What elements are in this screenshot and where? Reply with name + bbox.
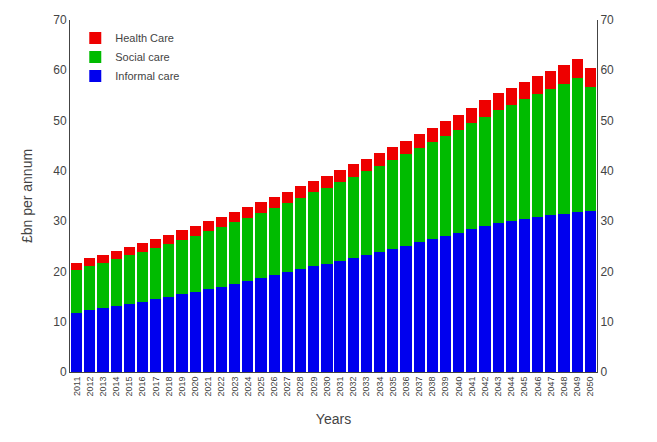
svg-text:2014: 2014 bbox=[111, 377, 121, 397]
svg-text:2048: 2048 bbox=[559, 377, 569, 397]
svg-text:2040: 2040 bbox=[454, 377, 464, 397]
svg-text:2025: 2025 bbox=[256, 377, 266, 397]
svg-text:2039: 2039 bbox=[440, 377, 450, 397]
svg-text:2045: 2045 bbox=[519, 377, 529, 397]
svg-text:2026: 2026 bbox=[269, 377, 279, 397]
svg-text:£bn per annum: £bn per annum bbox=[19, 149, 35, 243]
svg-text:2017: 2017 bbox=[151, 377, 161, 397]
svg-text:0: 0 bbox=[600, 365, 607, 379]
svg-text:2030: 2030 bbox=[322, 377, 332, 397]
svg-text:60: 60 bbox=[600, 63, 614, 77]
svg-text:2037: 2037 bbox=[414, 377, 424, 397]
svg-text:2046: 2046 bbox=[533, 377, 543, 397]
svg-text:2041: 2041 bbox=[467, 377, 477, 397]
svg-text:2049: 2049 bbox=[572, 377, 582, 397]
svg-text:2012: 2012 bbox=[85, 377, 95, 397]
svg-text:2013: 2013 bbox=[98, 377, 108, 397]
svg-text:60: 60 bbox=[53, 63, 67, 77]
svg-text:2029: 2029 bbox=[309, 377, 319, 397]
svg-text:10: 10 bbox=[600, 315, 614, 329]
svg-text:2050: 2050 bbox=[585, 377, 595, 397]
svg-text:2023: 2023 bbox=[230, 377, 240, 397]
svg-text:Years: Years bbox=[316, 411, 351, 427]
svg-text:2020: 2020 bbox=[190, 377, 200, 397]
svg-text:Social care: Social care bbox=[115, 51, 169, 63]
svg-text:2042: 2042 bbox=[480, 377, 490, 397]
svg-text:40: 40 bbox=[53, 164, 67, 178]
svg-text:2024: 2024 bbox=[243, 377, 253, 397]
svg-text:2019: 2019 bbox=[177, 377, 187, 397]
svg-text:30: 30 bbox=[600, 214, 614, 228]
svg-text:2035: 2035 bbox=[388, 377, 398, 397]
svg-text:Informal care: Informal care bbox=[115, 70, 179, 82]
svg-text:2015: 2015 bbox=[124, 377, 134, 397]
svg-text:70: 70 bbox=[600, 13, 614, 27]
svg-text:2044: 2044 bbox=[506, 377, 516, 397]
svg-text:2032: 2032 bbox=[348, 377, 358, 397]
svg-text:Health Care: Health Care bbox=[115, 32, 174, 44]
svg-text:0: 0 bbox=[60, 365, 67, 379]
svg-text:10: 10 bbox=[53, 315, 67, 329]
svg-text:2028: 2028 bbox=[295, 377, 305, 397]
svg-text:70: 70 bbox=[53, 13, 67, 27]
svg-text:20: 20 bbox=[53, 265, 67, 279]
svg-text:2022: 2022 bbox=[216, 377, 226, 397]
svg-text:2036: 2036 bbox=[401, 377, 411, 397]
svg-text:2027: 2027 bbox=[282, 377, 292, 397]
svg-text:20: 20 bbox=[600, 265, 614, 279]
svg-text:2047: 2047 bbox=[546, 377, 556, 397]
svg-text:2033: 2033 bbox=[361, 377, 371, 397]
svg-text:2021: 2021 bbox=[203, 377, 213, 397]
svg-text:50: 50 bbox=[53, 114, 67, 128]
svg-text:2043: 2043 bbox=[493, 377, 503, 397]
svg-text:2031: 2031 bbox=[335, 377, 345, 397]
svg-text:40: 40 bbox=[600, 164, 614, 178]
svg-text:2034: 2034 bbox=[375, 377, 385, 397]
svg-text:2018: 2018 bbox=[164, 377, 174, 397]
svg-text:2038: 2038 bbox=[427, 377, 437, 397]
svg-text:30: 30 bbox=[53, 214, 67, 228]
svg-text:50: 50 bbox=[600, 114, 614, 128]
svg-text:2011: 2011 bbox=[72, 377, 82, 396]
svg-text:2016: 2016 bbox=[137, 377, 147, 397]
